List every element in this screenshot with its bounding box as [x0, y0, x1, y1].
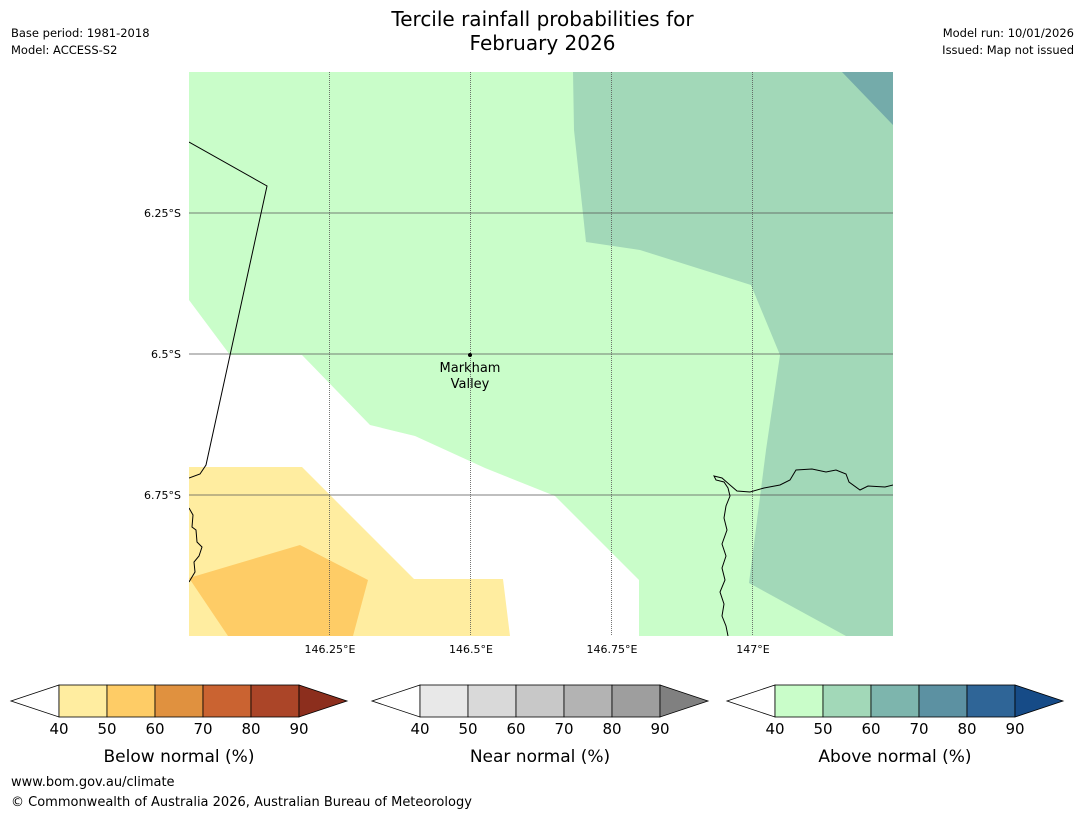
lon-label-146-25e: 146.25°E [305, 643, 356, 656]
near-normal-legend-segment [419, 684, 469, 718]
near-normal-legend-tick: 50 [458, 720, 477, 738]
base-period: Base period: 1981-2018 [11, 26, 150, 40]
near-normal-legend-tick: 40 [410, 720, 429, 738]
below-normal-legend-tick: 50 [97, 720, 116, 738]
below-normal-legend-max-arrow [298, 684, 349, 718]
lon-label-146-5e: 146.5°E [449, 643, 493, 656]
below-normal-legend-tick: 80 [241, 720, 260, 738]
near-normal-legend-segment [515, 684, 565, 718]
below-normal-legend-tick: 40 [49, 720, 68, 738]
near-normal-legend-tick: 80 [602, 720, 621, 738]
lon-label-146-75e: 146.75°E [587, 643, 638, 656]
place-label-line-2: Valley [451, 377, 490, 392]
footer-copyright: © Commonwealth of Australia 2026, Austra… [11, 795, 472, 810]
near-normal-legend-tick: 70 [554, 720, 573, 738]
above-normal-legend-tick: 60 [861, 720, 880, 738]
above-normal-legend-segment [918, 684, 968, 718]
meta-right: Model run: 10/01/2026 Issued: Map not is… [942, 25, 1074, 59]
map-area [189, 72, 893, 636]
near-normal-legend-tick: 60 [506, 720, 525, 738]
map-title: Tercile rainfall probabilities for Febru… [0, 7, 1085, 55]
near-normal-legend-tick: 90 [650, 720, 669, 738]
above-normal-legend-segment [774, 684, 824, 718]
below-normal-legend-tick: 90 [289, 720, 308, 738]
below-normal-legend-tick: 70 [193, 720, 212, 738]
lat-label-6-75s: 6.75°S [144, 489, 181, 502]
below-normal-legend-segment [202, 684, 252, 718]
markham-valley-marker [468, 353, 472, 357]
above-normal-legend-tick: 50 [813, 720, 832, 738]
near-normal-legend: 40 50 60 70 80 90 Near normal (%) [370, 684, 710, 767]
above-normal-legend-tick: 80 [957, 720, 976, 738]
above-normal-50-60-region-south [749, 355, 893, 636]
below-normal-legend-segment [250, 684, 300, 718]
above-normal-legend-tick: 90 [1005, 720, 1024, 738]
below-normal-legend-min-arrow [9, 684, 60, 718]
above-normal-legend-max-arrow [1014, 684, 1065, 718]
near-normal-legend-segment [611, 684, 661, 718]
near-normal-legend-segment [467, 684, 517, 718]
below-normal-legend-tick: 60 [145, 720, 164, 738]
below-normal-legend: 40 50 60 70 80 90 Below normal (%) [9, 684, 349, 767]
lat-label-6-25s: 6.25°S [144, 207, 181, 220]
near-normal-legend-min-arrow [370, 684, 421, 718]
title-line-1: Tercile rainfall probabilities for [391, 7, 694, 31]
above-normal-legend-segment [966, 684, 1016, 718]
near-normal-legend-label: Near normal (%) [470, 747, 610, 767]
lon-label-147e: 147°E [736, 643, 769, 656]
title-line-2: February 2026 [469, 31, 616, 55]
coastline-west [189, 507, 203, 583]
footer-url: www.bom.gov.au/climate [11, 775, 175, 790]
above-normal-legend-tick: 40 [765, 720, 784, 738]
above-normal-legend-segment [822, 684, 872, 718]
above-normal-legend: 40 50 60 70 80 90 Above normal (%) [725, 684, 1065, 767]
above-normal-legend-label: Above normal (%) [818, 747, 971, 767]
model-run: Model run: 10/01/2026 [942, 26, 1074, 40]
above-normal-legend-tick: 70 [909, 720, 928, 738]
above-normal-60-70-region [842, 72, 893, 125]
below-normal-legend-segment [154, 684, 204, 718]
place-label-line-1: Markham [440, 361, 501, 376]
coastline-east [713, 468, 893, 636]
above-normal-50-60-region-north [573, 72, 893, 355]
province-boundary [189, 141, 268, 479]
below-normal-legend-segment [106, 684, 156, 718]
below-normal-legend-segment [58, 684, 108, 718]
meta-left: Base period: 1981-2018 Model: ACCESS-S2 [11, 25, 150, 59]
lat-label-6-5s: 6.5°S [151, 348, 181, 361]
near-normal-legend-segment [563, 684, 613, 718]
near-normal-legend-max-arrow [659, 684, 710, 718]
below-normal-legend-label: Below normal (%) [104, 747, 255, 767]
above-normal-legend-min-arrow [725, 684, 776, 718]
above-normal-legend-segment [870, 684, 920, 718]
legends: 40 50 60 70 80 90 Below normal (%) 40 50 60 70 80 90… [9, 684, 1065, 767]
model-name: Model: ACCESS-S2 [11, 43, 118, 57]
below-normal-50-60-region [189, 545, 368, 636]
issued-status: Issued: Map not issued [942, 43, 1074, 57]
